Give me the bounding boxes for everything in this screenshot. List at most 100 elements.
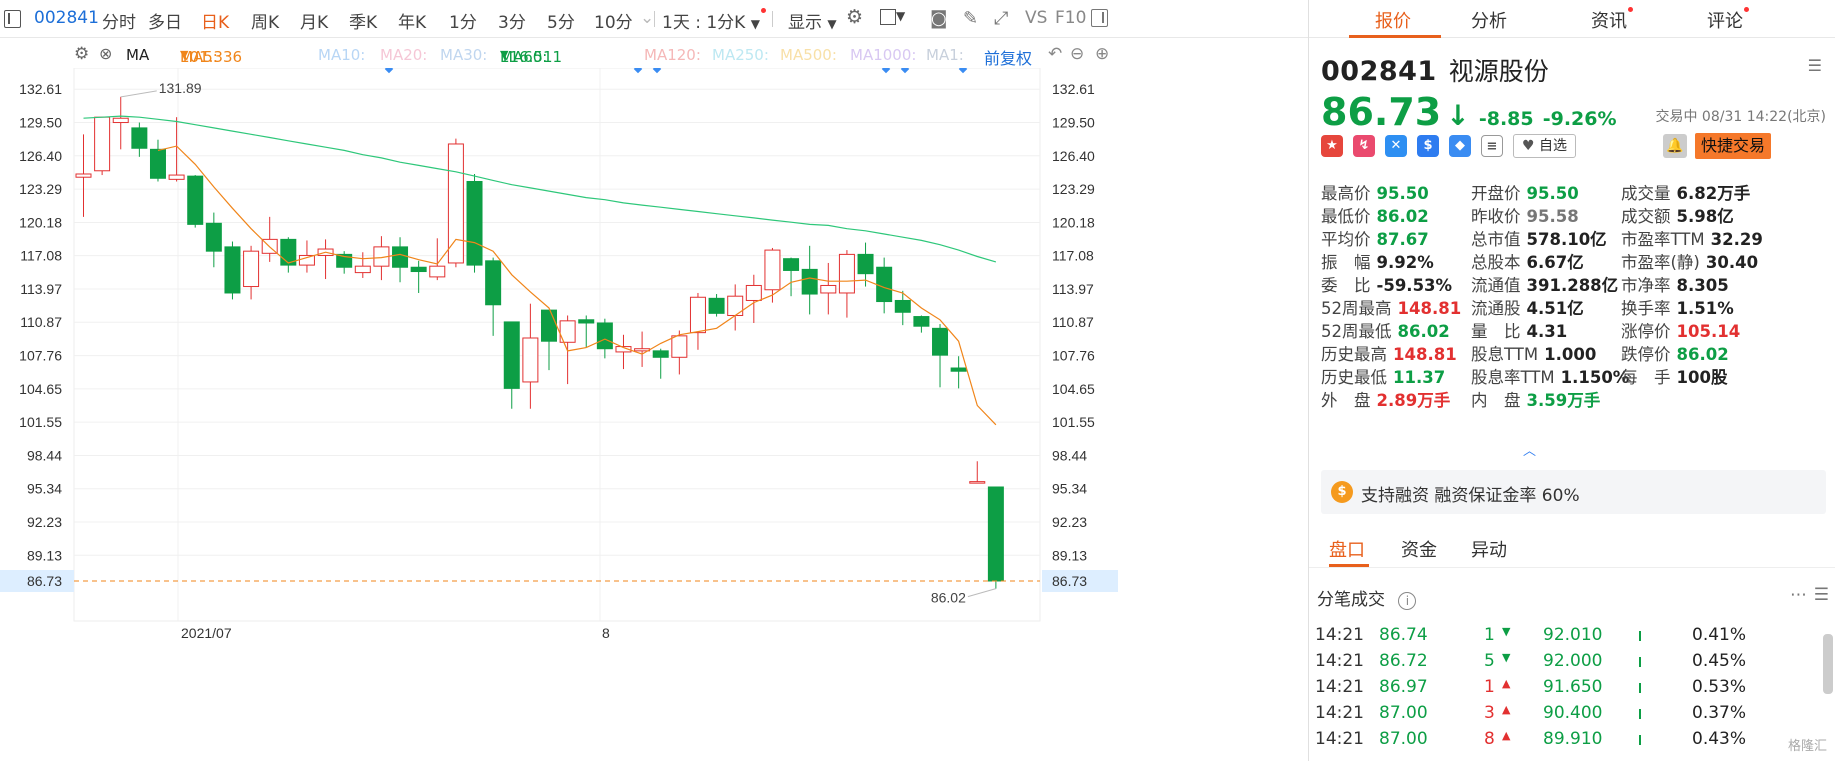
candle[interactable]	[559, 315, 576, 385]
candle[interactable]	[857, 242, 874, 287]
tab-comments[interactable]: 评论	[1707, 7, 1749, 33]
period-tab-10min[interactable]: 10分	[594, 13, 633, 33]
zoom-out-icon[interactable]: ⊖	[1070, 44, 1085, 64]
scrollbar[interactable]	[1823, 634, 1833, 694]
bell-icon[interactable]: 🔔	[1663, 134, 1687, 158]
period-tab-weekly[interactable]: 周K	[251, 13, 280, 33]
more-icon[interactable]: ⋯	[1790, 585, 1807, 605]
candle[interactable]	[503, 321, 520, 409]
candle[interactable]	[149, 139, 166, 182]
china-flag-icon[interactable]: ★	[1321, 135, 1343, 157]
candle[interactable]	[913, 315, 930, 333]
candle[interactable]	[801, 245, 818, 315]
candle[interactable]	[615, 334, 632, 370]
period-tab-yearly[interactable]: 年K	[398, 13, 427, 33]
display-menu[interactable]: 显示 ▼	[788, 13, 837, 33]
candle[interactable]	[261, 216, 278, 262]
event-marker-icon[interactable]	[900, 68, 910, 74]
list-icon[interactable]: ☰	[1807, 56, 1822, 75]
info-icon[interactable]: i	[1398, 592, 1417, 610]
event-marker-icon[interactable]	[652, 68, 662, 74]
candle[interactable]	[112, 96, 129, 150]
candle[interactable]	[354, 252, 371, 278]
list-view-icon[interactable]: ☰	[1813, 585, 1829, 605]
shape-select-icon[interactable]: ▼	[880, 9, 905, 30]
ma250-legend[interactable]: MA250:	[712, 46, 769, 64]
candle[interactable]	[317, 239, 334, 280]
expand-chevron-icon[interactable]: ︿	[1523, 444, 1537, 459]
period-tab-5min[interactable]: 5分	[547, 13, 575, 33]
period-tab-3min[interactable]: 3分	[498, 13, 526, 33]
panel-collapse-icon[interactable]	[1091, 9, 1108, 32]
tag-icon[interactable]: ◆	[1449, 135, 1471, 157]
pencil-icon[interactable]: ✎	[963, 8, 979, 29]
ma30-legend[interactable]: MA30:	[440, 46, 488, 64]
candle[interactable]	[652, 348, 669, 379]
period-tab-1min[interactable]: 1分	[449, 13, 477, 33]
ma10-legend[interactable]: MA10:	[318, 46, 366, 64]
ma1-legend[interactable]: MA1:	[926, 46, 964, 64]
candle[interactable]	[783, 257, 800, 297]
event-marker-icon[interactable]	[633, 68, 643, 74]
period-tab-quarterly[interactable]: 季K	[349, 13, 378, 33]
add-watchlist-button[interactable]: ♥ 自选	[1513, 134, 1577, 158]
candle[interactable]	[745, 274, 762, 323]
candle[interactable]	[894, 290, 911, 326]
candle[interactable]	[187, 175, 204, 228]
adjust-forward-button[interactable]: 前复权	[984, 49, 1033, 68]
candle[interactable]	[447, 138, 464, 268]
period-tab-monthly[interactable]: 月K	[300, 13, 329, 33]
quick-trade-button[interactable]: 快捷交易	[1695, 133, 1772, 159]
subtab-orderbook[interactable]: 盘口	[1329, 540, 1365, 561]
subtab-funds[interactable]: 资金	[1401, 540, 1437, 561]
dollar-icon[interactable]: $	[1417, 135, 1439, 157]
ma500-legend[interactable]: MA500:	[780, 46, 837, 64]
ma20-legend[interactable]: MA20:	[380, 46, 428, 64]
ma120-legend[interactable]: MA120:	[644, 46, 701, 64]
candle[interactable]	[205, 212, 222, 268]
candle[interactable]	[75, 134, 92, 217]
candle[interactable]	[578, 315, 595, 348]
compare-vs-button[interactable]: VS	[1025, 8, 1048, 28]
candle[interactable]	[764, 247, 781, 303]
camera-icon[interactable]: ◙	[930, 8, 948, 29]
candle[interactable]	[280, 237, 297, 273]
candlestick-chart[interactable]: 132.61 129.50 126.40 123.29 120.18 117.08 113.…	[0, 68, 1118, 648]
candle[interactable]	[429, 238, 446, 281]
candle[interactable]	[950, 356, 967, 389]
candle[interactable]	[168, 117, 185, 182]
candle[interactable]	[224, 241, 241, 300]
candle[interactable]	[485, 257, 502, 336]
hot-icon[interactable]: ↯	[1353, 135, 1375, 157]
candle[interactable]	[634, 331, 651, 367]
ma-type-label[interactable]: MA	[126, 46, 150, 64]
candle[interactable]	[727, 284, 744, 331]
candle[interactable]	[522, 303, 539, 409]
candle[interactable]	[820, 262, 837, 315]
candle[interactable]	[94, 116, 111, 176]
candle[interactable]	[708, 294, 725, 317]
notes-icon[interactable]: ≡	[1481, 135, 1503, 157]
candle[interactable]	[689, 292, 706, 350]
event-marker-icon[interactable]	[958, 68, 968, 74]
subtab-anomaly[interactable]: 异动	[1471, 540, 1507, 561]
candle[interactable]	[987, 486, 1004, 589]
candle[interactable]	[969, 461, 986, 484]
range-selector[interactable]: 1天 : 1分K ▼	[662, 8, 766, 33]
connect-icon[interactable]: ✕	[1385, 135, 1407, 157]
close-icon[interactable]: ⊗	[99, 44, 113, 63]
tab-news[interactable]: 资讯	[1591, 7, 1633, 33]
settings-gear-icon[interactable]: ⚙	[846, 6, 864, 28]
undo-icon[interactable]: ↶	[1048, 44, 1063, 64]
zoom-in-icon[interactable]: ⊕	[1095, 44, 1110, 64]
sidebar-toggle-icon[interactable]	[4, 10, 21, 28]
chevron-down-icon[interactable]: ⌄	[640, 8, 655, 28]
candle[interactable]	[876, 257, 893, 314]
fullscreen-icon[interactable]: ⤢	[994, 8, 1009, 29]
candle[interactable]	[671, 330, 688, 375]
candle[interactable]	[336, 251, 353, 274]
f10-button[interactable]: F10	[1055, 8, 1087, 28]
indicator-settings-gear-icon[interactable]: ⚙	[74, 44, 90, 64]
candle[interactable]	[466, 173, 483, 273]
candle[interactable]	[410, 260, 427, 293]
